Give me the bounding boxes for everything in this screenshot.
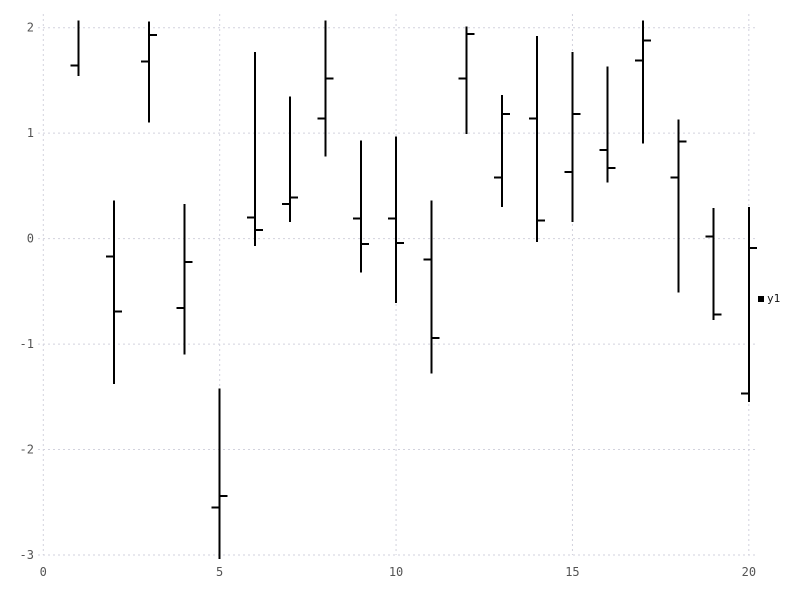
x-tick-label: 5 [216,565,223,579]
x-tick-label: 15 [565,565,579,579]
y-tick-label: 0 [27,232,34,246]
x-tick-label: 10 [389,565,403,579]
legend-label: y1 [767,292,781,305]
x-tick-label: 20 [742,565,756,579]
y-tick-label: -2 [20,443,34,457]
y-tick-label: -3 [20,548,34,562]
y-tick-label: -1 [20,337,34,351]
legend-square-icon [758,295,764,302]
y-tick-label: 2 [27,21,34,35]
legend: y1 [758,293,780,304]
x-tick-label: 0 [40,565,47,579]
y-tick-label: 1 [27,126,34,140]
